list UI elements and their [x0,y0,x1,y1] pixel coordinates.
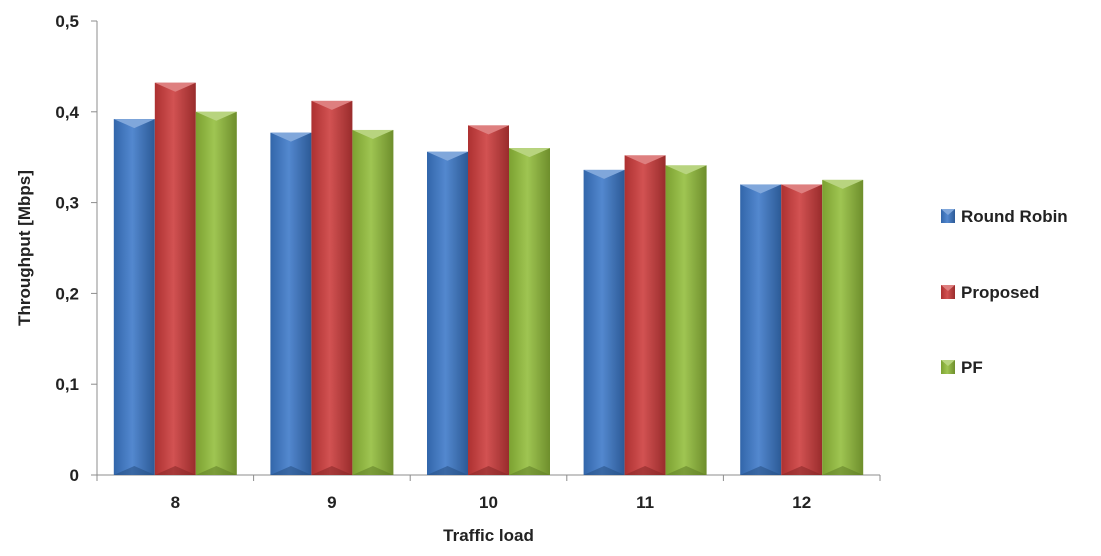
bar-pf [352,129,394,475]
x-tick-label: 9 [327,493,336,512]
bar-round-robin [270,132,312,475]
bar-bottom-bevel [270,466,312,475]
bar-bottom-bevel [154,466,196,475]
y-tick-label: 0,5 [55,12,79,31]
bar-top-bevel [468,125,509,135]
legend-item-pf: PF [941,358,983,377]
legend-swatch-bevel [941,285,955,291]
bar-bottom-bevel [822,466,864,475]
legend-item-round-robin: Round Robin [941,207,1068,226]
bar-top-bevel [113,119,155,129]
bars [113,82,864,476]
y-axis-title: Throughput [Mbps] [15,170,34,326]
bar-bottom-bevel [427,466,468,475]
bar-bottom-bevel [352,466,394,475]
bar-round-robin [427,151,468,475]
tick-labels: 0 0,1 0,2 0,3 0,4 0,5 8 9 10 11 12 [55,12,811,512]
bar-round-robin [113,119,155,476]
legend-label: Proposed [961,283,1039,302]
bar-bottom-bevel [665,466,707,475]
legend-label: PF [961,358,983,377]
y-tick-label: 0,3 [55,194,79,213]
bar-top-bevel [311,100,353,110]
bar-proposed [624,155,666,475]
bar-pf [822,179,864,475]
bar-round-robin [740,184,782,475]
bar-top-bevel [352,129,394,139]
bar-proposed [468,125,509,476]
bar-proposed [781,184,823,475]
y-tick-label: 0,4 [55,103,79,122]
bar-top-bevel [195,111,237,121]
x-tick-label: 10 [479,493,498,512]
legend-swatch [941,285,955,299]
bar-bottom-bevel [583,466,625,475]
x-axis-title: Traffic load [443,526,534,545]
legend-label: Round Robin [961,207,1068,226]
bar-bottom-bevel [509,466,550,475]
legend-swatch [941,360,955,374]
bar-round-robin [583,169,625,476]
bar-top-bevel [665,165,707,175]
bar-top-bevel [781,184,823,194]
legend-swatch-bevel [941,360,955,366]
bar-bottom-bevel [740,466,782,475]
bar-bottom-bevel [468,466,509,475]
legend: Round Robin Proposed PF [941,207,1068,377]
bar-proposed [154,82,196,475]
bar-top-bevel [822,179,864,189]
y-tick-label: 0,1 [55,375,79,394]
y-tick-label: 0 [70,466,79,485]
bar-top-bevel [624,155,666,165]
bar-bottom-bevel [781,466,823,475]
x-tick-label: 8 [171,493,180,512]
bar-bottom-bevel [624,466,666,475]
x-tick-label: 11 [636,493,654,512]
bar-bottom-bevel [195,466,237,475]
x-tick-label: 12 [792,493,811,512]
bar-bottom-bevel [311,466,353,475]
bar-top-bevel [427,151,468,161]
bar-pf [509,148,550,475]
bar-top-bevel [270,132,312,142]
legend-swatch [941,209,955,223]
bar-bottom-bevel [113,466,155,475]
bar-pf [195,111,237,476]
bar-pf [665,165,707,475]
bar-top-bevel [740,184,782,194]
legend-swatch-bevel [941,209,955,215]
bar-top-bevel [154,82,196,92]
legend-item-proposed: Proposed [941,283,1039,302]
y-tick-label: 0,2 [55,284,79,303]
bar-proposed [311,100,353,476]
bar-top-bevel [509,148,550,158]
bar-top-bevel [583,169,625,179]
